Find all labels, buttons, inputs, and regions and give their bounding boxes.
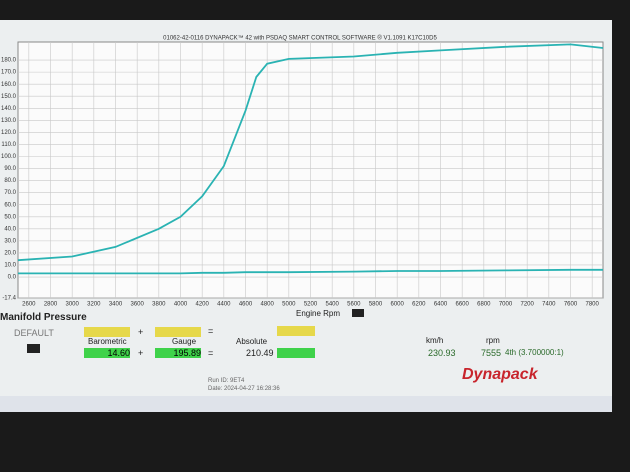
- field: [155, 327, 201, 337]
- y-tick-label: 70.0: [4, 190, 16, 196]
- y-tick-label: 80.0: [4, 178, 16, 184]
- y-tick-label: 50.0: [4, 214, 16, 220]
- x-tick-label: 2600: [22, 302, 36, 308]
- y-tick-label: 110.0: [1, 142, 16, 148]
- y-tick-label: 120.0: [1, 130, 17, 136]
- x-tick-label: 7600: [564, 302, 578, 308]
- x-tick-label: 4200: [195, 302, 209, 308]
- y-tick-label: 140.0: [1, 106, 17, 112]
- x-tick-label: 5600: [347, 302, 361, 308]
- y-tick-label: 30.0: [4, 238, 16, 244]
- y-tick-label: 40.0: [4, 226, 16, 232]
- dropdown[interactable]: [352, 309, 364, 317]
- chart: 01062-42-0116 DYNAPACK™ 42 with PSDAQ SM…: [1, 35, 604, 308]
- gauge-label: Gauge: [172, 337, 197, 346]
- x-tick-label: 5200: [304, 302, 318, 308]
- speed-value: 230.93: [428, 348, 456, 358]
- x-tick-label: 7800: [585, 302, 599, 308]
- x-tick-label: 6200: [412, 302, 426, 308]
- x-tick-label: 6800: [477, 302, 491, 308]
- x-tick-label: 7000: [499, 302, 513, 308]
- data-line: [17, 43, 604, 262]
- y-tick-label: 150.0: [1, 94, 17, 100]
- x-tick-label: 7400: [542, 302, 556, 308]
- absolute-label: Absolute: [236, 337, 268, 346]
- x-tick-label: 3200: [87, 302, 101, 308]
- gauge-value: 195.89: [155, 348, 201, 358]
- x-tick-label: 2800: [44, 302, 58, 308]
- y-tick-label: 20.0: [4, 251, 16, 257]
- rpm-unit: rpm: [486, 336, 500, 345]
- x-tick-label: 7200: [520, 302, 534, 308]
- x-tick-label: 3400: [109, 302, 123, 308]
- x-tick-label: 4400: [217, 302, 231, 308]
- x-tick-label: 5800: [369, 302, 383, 308]
- y-tick-label: 160.0: [1, 82, 17, 88]
- y-tick-label: -17.4: [2, 296, 16, 302]
- y-tick-label: 90.0: [4, 166, 16, 172]
- screen: 01062-42-0116 DYNAPACK™ 42 with PSDAQ SM…: [0, 20, 612, 412]
- plus: +: [138, 348, 144, 358]
- plus: +: [138, 327, 144, 337]
- y-tick-label: 170.0: [1, 70, 17, 76]
- y-tick-label: 130.0: [1, 118, 17, 124]
- barometric-value: 14.60: [84, 348, 130, 358]
- x-tick-label: 4800: [260, 302, 274, 308]
- absolute-value: 210.49: [246, 348, 274, 358]
- run-id: Run ID: 9ET4: [208, 378, 245, 384]
- x-axis-label: Engine Rpm: [296, 309, 341, 318]
- barometric-label: Barometric: [88, 337, 127, 346]
- x-tick-label: 3800: [152, 302, 166, 308]
- speed-unit: km/h: [426, 336, 444, 345]
- preset[interactable]: DEFAULT: [14, 328, 54, 338]
- y-tick-label: 180.0: [1, 58, 17, 64]
- y-tick-label: 10.0: [4, 263, 16, 269]
- equals: =: [208, 326, 214, 336]
- x-tick-label: 6000: [390, 302, 404, 308]
- x-tick-label: 5400: [325, 302, 339, 308]
- logo: Dynapack: [462, 366, 538, 383]
- equals: =: [208, 348, 214, 358]
- taskbar: [0, 396, 612, 412]
- gear: 4th (3.700000:1): [505, 348, 564, 357]
- y-tick-label: 0.0: [8, 275, 17, 281]
- rpm-value: 7555: [481, 348, 502, 358]
- y-tick-label: 100.0: [1, 154, 17, 160]
- x-tick-label: 4600: [239, 302, 253, 308]
- x-tick-label: 3600: [130, 302, 144, 308]
- x-tick-label: 4000: [174, 302, 188, 308]
- field: [277, 326, 315, 336]
- y-tick-label: 60.0: [4, 202, 16, 208]
- x-tick-label: 3000: [65, 302, 79, 308]
- data-line: [18, 268, 603, 275]
- chart-title: 01062-42-0116 DYNAPACK™ 42 with PSDAQ SM…: [163, 35, 437, 42]
- x-tick-label: 6400: [434, 302, 448, 308]
- x-tick-label: 5000: [282, 302, 296, 308]
- panel-heading: Manifold Pressure: [0, 312, 87, 323]
- absolute-bar: [277, 348, 315, 358]
- x-tick-label: 6600: [455, 302, 469, 308]
- field: [84, 327, 130, 337]
- dropdown[interactable]: [27, 344, 40, 353]
- run-date: Date: 2024-04-27 16:28:36: [208, 386, 280, 392]
